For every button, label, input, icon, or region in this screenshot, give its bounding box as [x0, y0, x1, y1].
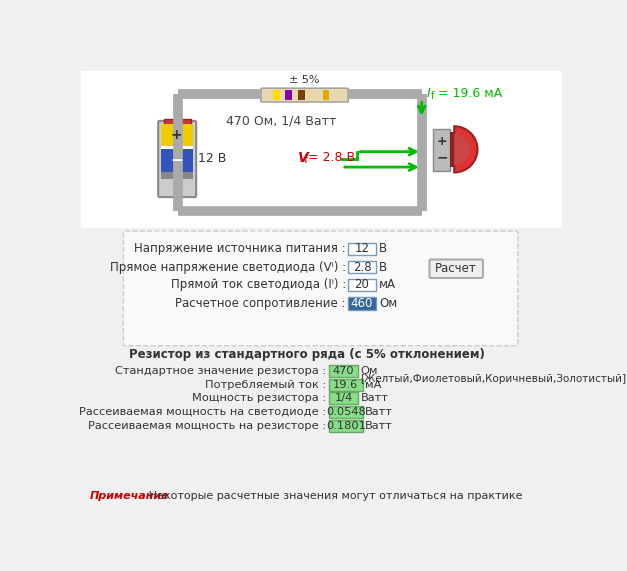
FancyBboxPatch shape — [329, 392, 358, 404]
Text: 19.6: 19.6 — [333, 380, 359, 390]
Text: 20: 20 — [355, 279, 369, 291]
Text: 1/4: 1/4 — [334, 393, 352, 403]
Text: Рассеиваемая мощность на светодиоде :: Рассеиваемая мощность на светодиоде : — [79, 407, 327, 417]
Text: = 19.6 мА: = 19.6 мА — [434, 87, 502, 100]
Text: Потребляемый ток :: Потребляемый ток : — [205, 380, 327, 390]
Text: f: f — [304, 155, 308, 165]
Text: 470 Ом, 1/4 Ватт: 470 Ом, 1/4 Ватт — [226, 115, 337, 128]
Bar — [450, 132, 456, 167]
Bar — [161, 124, 193, 146]
Text: Прямой ток светодиода (Iⁱ) :: Прямой ток светодиода (Iⁱ) : — [171, 279, 345, 291]
Text: −: − — [436, 150, 448, 164]
Wedge shape — [454, 126, 478, 172]
Bar — [164, 119, 191, 124]
FancyBboxPatch shape — [329, 365, 358, 377]
FancyBboxPatch shape — [429, 259, 483, 278]
FancyBboxPatch shape — [329, 379, 363, 391]
FancyBboxPatch shape — [348, 261, 376, 274]
Bar — [273, 90, 280, 100]
Bar — [433, 128, 450, 171]
Text: 12: 12 — [354, 242, 369, 255]
Text: Расчетное сопротивление :: Расчетное сопротивление : — [176, 297, 345, 310]
Bar — [161, 146, 193, 148]
Text: ± 5%: ± 5% — [290, 75, 320, 85]
FancyBboxPatch shape — [348, 243, 376, 255]
Text: Ом: Ом — [379, 297, 398, 310]
Text: : Некоторые расчетные значения могут отличаться на практике: : Некоторые расчетные значения могут отл… — [138, 491, 522, 501]
Text: 12 В: 12 В — [199, 152, 227, 165]
Text: Ом: Ом — [361, 366, 378, 376]
Text: мА: мА — [365, 380, 381, 390]
FancyBboxPatch shape — [261, 88, 349, 102]
FancyBboxPatch shape — [81, 71, 562, 228]
Text: Ватт: Ватт — [365, 421, 393, 431]
Text: Ватт: Ватт — [361, 393, 388, 403]
Wedge shape — [454, 134, 470, 165]
Text: В: В — [379, 242, 387, 255]
Text: 470: 470 — [332, 366, 354, 376]
FancyBboxPatch shape — [158, 121, 196, 197]
Text: Стандартное значение резистора :: Стандартное значение резистора : — [115, 366, 327, 376]
Text: Мощность резистора :: Мощность резистора : — [192, 393, 327, 403]
Text: Рассеиваемая мощность на резисторе :: Рассеиваемая мощность на резисторе : — [88, 421, 327, 431]
Text: [Желтый,Фиолетовый,Коричневый,Золотистый]: [Желтый,Фиолетовый,Коричневый,Золотистый… — [361, 374, 626, 384]
Text: Напряжение источника питания :: Напряжение источника питания : — [134, 242, 345, 255]
Text: −: − — [171, 152, 183, 168]
Text: Примечание: Примечание — [90, 491, 170, 501]
FancyBboxPatch shape — [348, 279, 376, 291]
Text: 460: 460 — [351, 297, 373, 310]
Text: Резистор из стандартного ряда (с 5% отклонением): Резистор из стандартного ряда (с 5% откл… — [129, 348, 485, 361]
Text: = 2.8 В: = 2.8 В — [308, 151, 355, 164]
Text: 0.0548: 0.0548 — [326, 407, 366, 417]
Text: 2.8: 2.8 — [353, 261, 371, 274]
Text: V: V — [298, 151, 308, 165]
Text: +: + — [436, 135, 447, 148]
Text: I: I — [427, 87, 431, 100]
Text: мА: мА — [379, 279, 396, 291]
Text: Расчет: Расчет — [435, 262, 477, 275]
Text: Ватт: Ватт — [365, 407, 393, 417]
Bar — [285, 90, 292, 100]
Bar — [161, 172, 193, 179]
Text: +: + — [171, 128, 182, 142]
Text: Прямое напряжение светодиода (Vⁱ) :: Прямое напряжение светодиода (Vⁱ) : — [110, 261, 345, 274]
Bar — [322, 90, 329, 100]
FancyBboxPatch shape — [329, 406, 363, 418]
Text: 0.1801: 0.1801 — [326, 421, 366, 431]
Bar — [298, 90, 305, 100]
FancyBboxPatch shape — [124, 231, 518, 345]
Text: f: f — [431, 91, 435, 101]
FancyBboxPatch shape — [348, 297, 376, 309]
Text: В: В — [379, 261, 387, 274]
FancyBboxPatch shape — [329, 420, 363, 432]
Bar — [161, 148, 193, 172]
